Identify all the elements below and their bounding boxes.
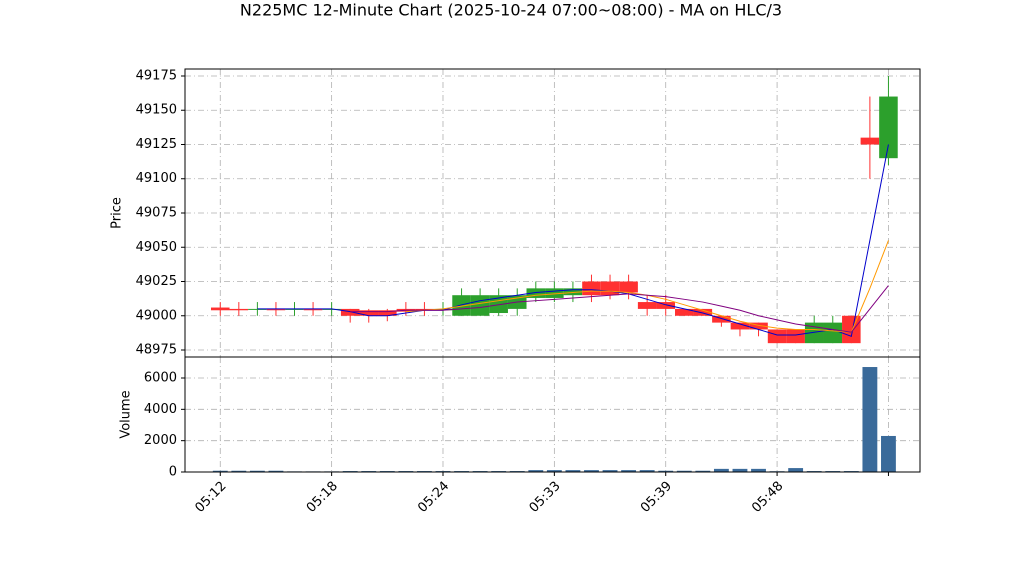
- y-tick-label: 49050: [136, 240, 177, 255]
- volume-bar: [546, 470, 562, 472]
- y-tick-label: 48975: [136, 343, 177, 358]
- y-tick-label: 6000: [144, 370, 177, 385]
- candle-body: [879, 96, 898, 159]
- candle-body: [749, 322, 768, 330]
- volume-bar: [862, 367, 878, 472]
- candle-body: [415, 308, 434, 311]
- candle-body: [452, 295, 471, 316]
- candle-body: [266, 308, 286, 311]
- candle-body: [229, 308, 249, 311]
- candle-body: [210, 307, 230, 311]
- y-tick-label: 0: [169, 465, 177, 480]
- volume-bar: [565, 470, 581, 472]
- candle-body: [730, 322, 750, 330]
- volume-bar: [621, 470, 637, 472]
- volume-bar: [881, 435, 896, 472]
- volume-bar: [639, 470, 655, 472]
- candle-body: [786, 329, 805, 344]
- y-tick-label: 2000: [144, 433, 177, 448]
- candle-body: [767, 329, 787, 344]
- y-tick-label: 49075: [136, 206, 177, 221]
- volume-bar: [231, 470, 247, 472]
- volume-bar: [658, 470, 674, 472]
- candle-body: [600, 281, 620, 296]
- candle-body: [303, 308, 323, 311]
- volume-bar: [528, 470, 544, 472]
- y-tick-label: 49000: [136, 308, 177, 323]
- candle-body: [656, 302, 675, 309]
- y-tick-label: 49025: [136, 274, 177, 289]
- ma-line: [350, 285, 889, 333]
- y-tick-label: 49175: [136, 68, 177, 83]
- y-tick-label: 49100: [136, 171, 177, 186]
- ma-line: [257, 144, 889, 337]
- y-axis-label: Price: [110, 197, 125, 229]
- volume-bar: [268, 470, 284, 472]
- volume-bar: [695, 470, 711, 472]
- y-tick-label: 4000: [144, 402, 177, 417]
- volume-bar: [732, 468, 748, 472]
- volume-bar: [602, 470, 618, 472]
- candle-body: [526, 288, 546, 298]
- candle-body: [860, 137, 880, 145]
- volume-bar: [212, 470, 228, 472]
- candle-body: [378, 310, 397, 316]
- volume-bar: [676, 470, 692, 472]
- volume-bar: [788, 468, 804, 472]
- candle-body: [359, 310, 379, 316]
- candle-body: [470, 295, 490, 316]
- plot-frame: [184, 356, 921, 473]
- candle-body: [675, 308, 694, 316]
- volume-bar: [751, 468, 766, 472]
- y-axis-label: Volume: [119, 390, 134, 438]
- candle-body: [340, 308, 360, 316]
- candle-body: [823, 322, 843, 344]
- candle-body: [693, 308, 713, 316]
- candle-body: [433, 308, 453, 311]
- candle-body: [545, 288, 564, 298]
- y-tick-label: 49125: [136, 137, 177, 152]
- candle-body: [842, 315, 861, 344]
- candle-body: [712, 315, 731, 323]
- volume-bar: [584, 470, 599, 472]
- volume-bar: [249, 470, 265, 472]
- chart-title: N225MC 12-Minute Chart (2025-10-24 07:00…: [240, 1, 782, 20]
- candle-body: [619, 281, 638, 293]
- y-tick-label: 49150: [136, 103, 177, 118]
- candle-body: [563, 288, 583, 296]
- candle-body: [582, 281, 601, 296]
- candle-body: [637, 302, 657, 309]
- volume-bar: [713, 468, 729, 472]
